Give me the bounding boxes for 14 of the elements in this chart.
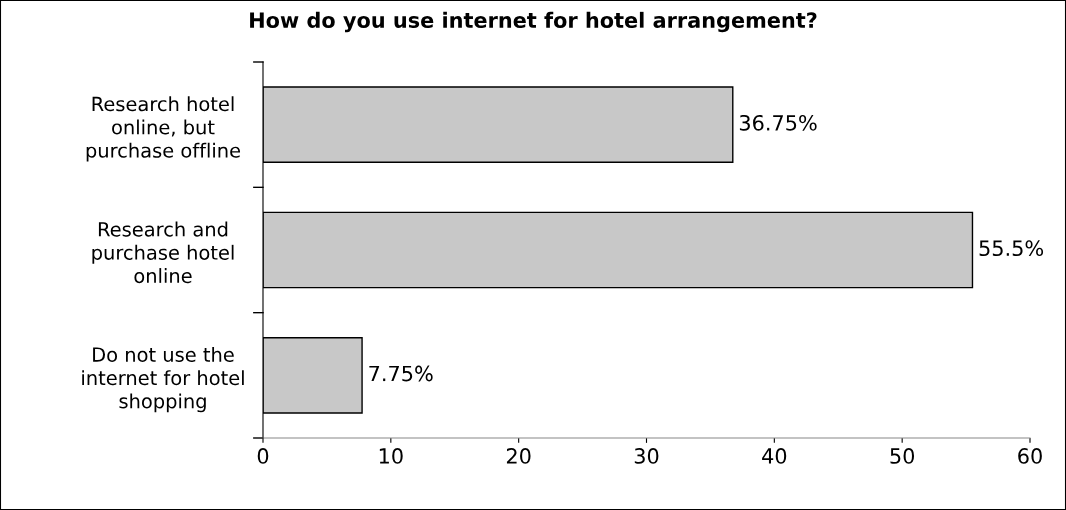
chart-title: How do you use internet for hotel arrangement? (250, 11, 817, 33)
x-tick-label: 20 (506, 448, 531, 464)
x-tick-label: 60 (1018, 448, 1042, 464)
data-label: 55.5% (979, 240, 1044, 257)
y-tick-label: Research and purchase hotel online (92, 221, 234, 284)
x-tick-label: 30 (634, 448, 659, 464)
x-tick-label: 0 (257, 448, 269, 464)
y-tick-label: Research hotel online, but purchase offline (86, 96, 241, 162)
x-tick-label: 10 (379, 448, 403, 464)
data-label: 36.75% (739, 114, 817, 131)
data-label: 7.75% (369, 365, 433, 382)
x-tick-label: 40 (762, 448, 787, 464)
x-tick-label: 50 (890, 448, 915, 464)
y-tick-label: Do not use the internet for hotel shopping (82, 346, 244, 413)
